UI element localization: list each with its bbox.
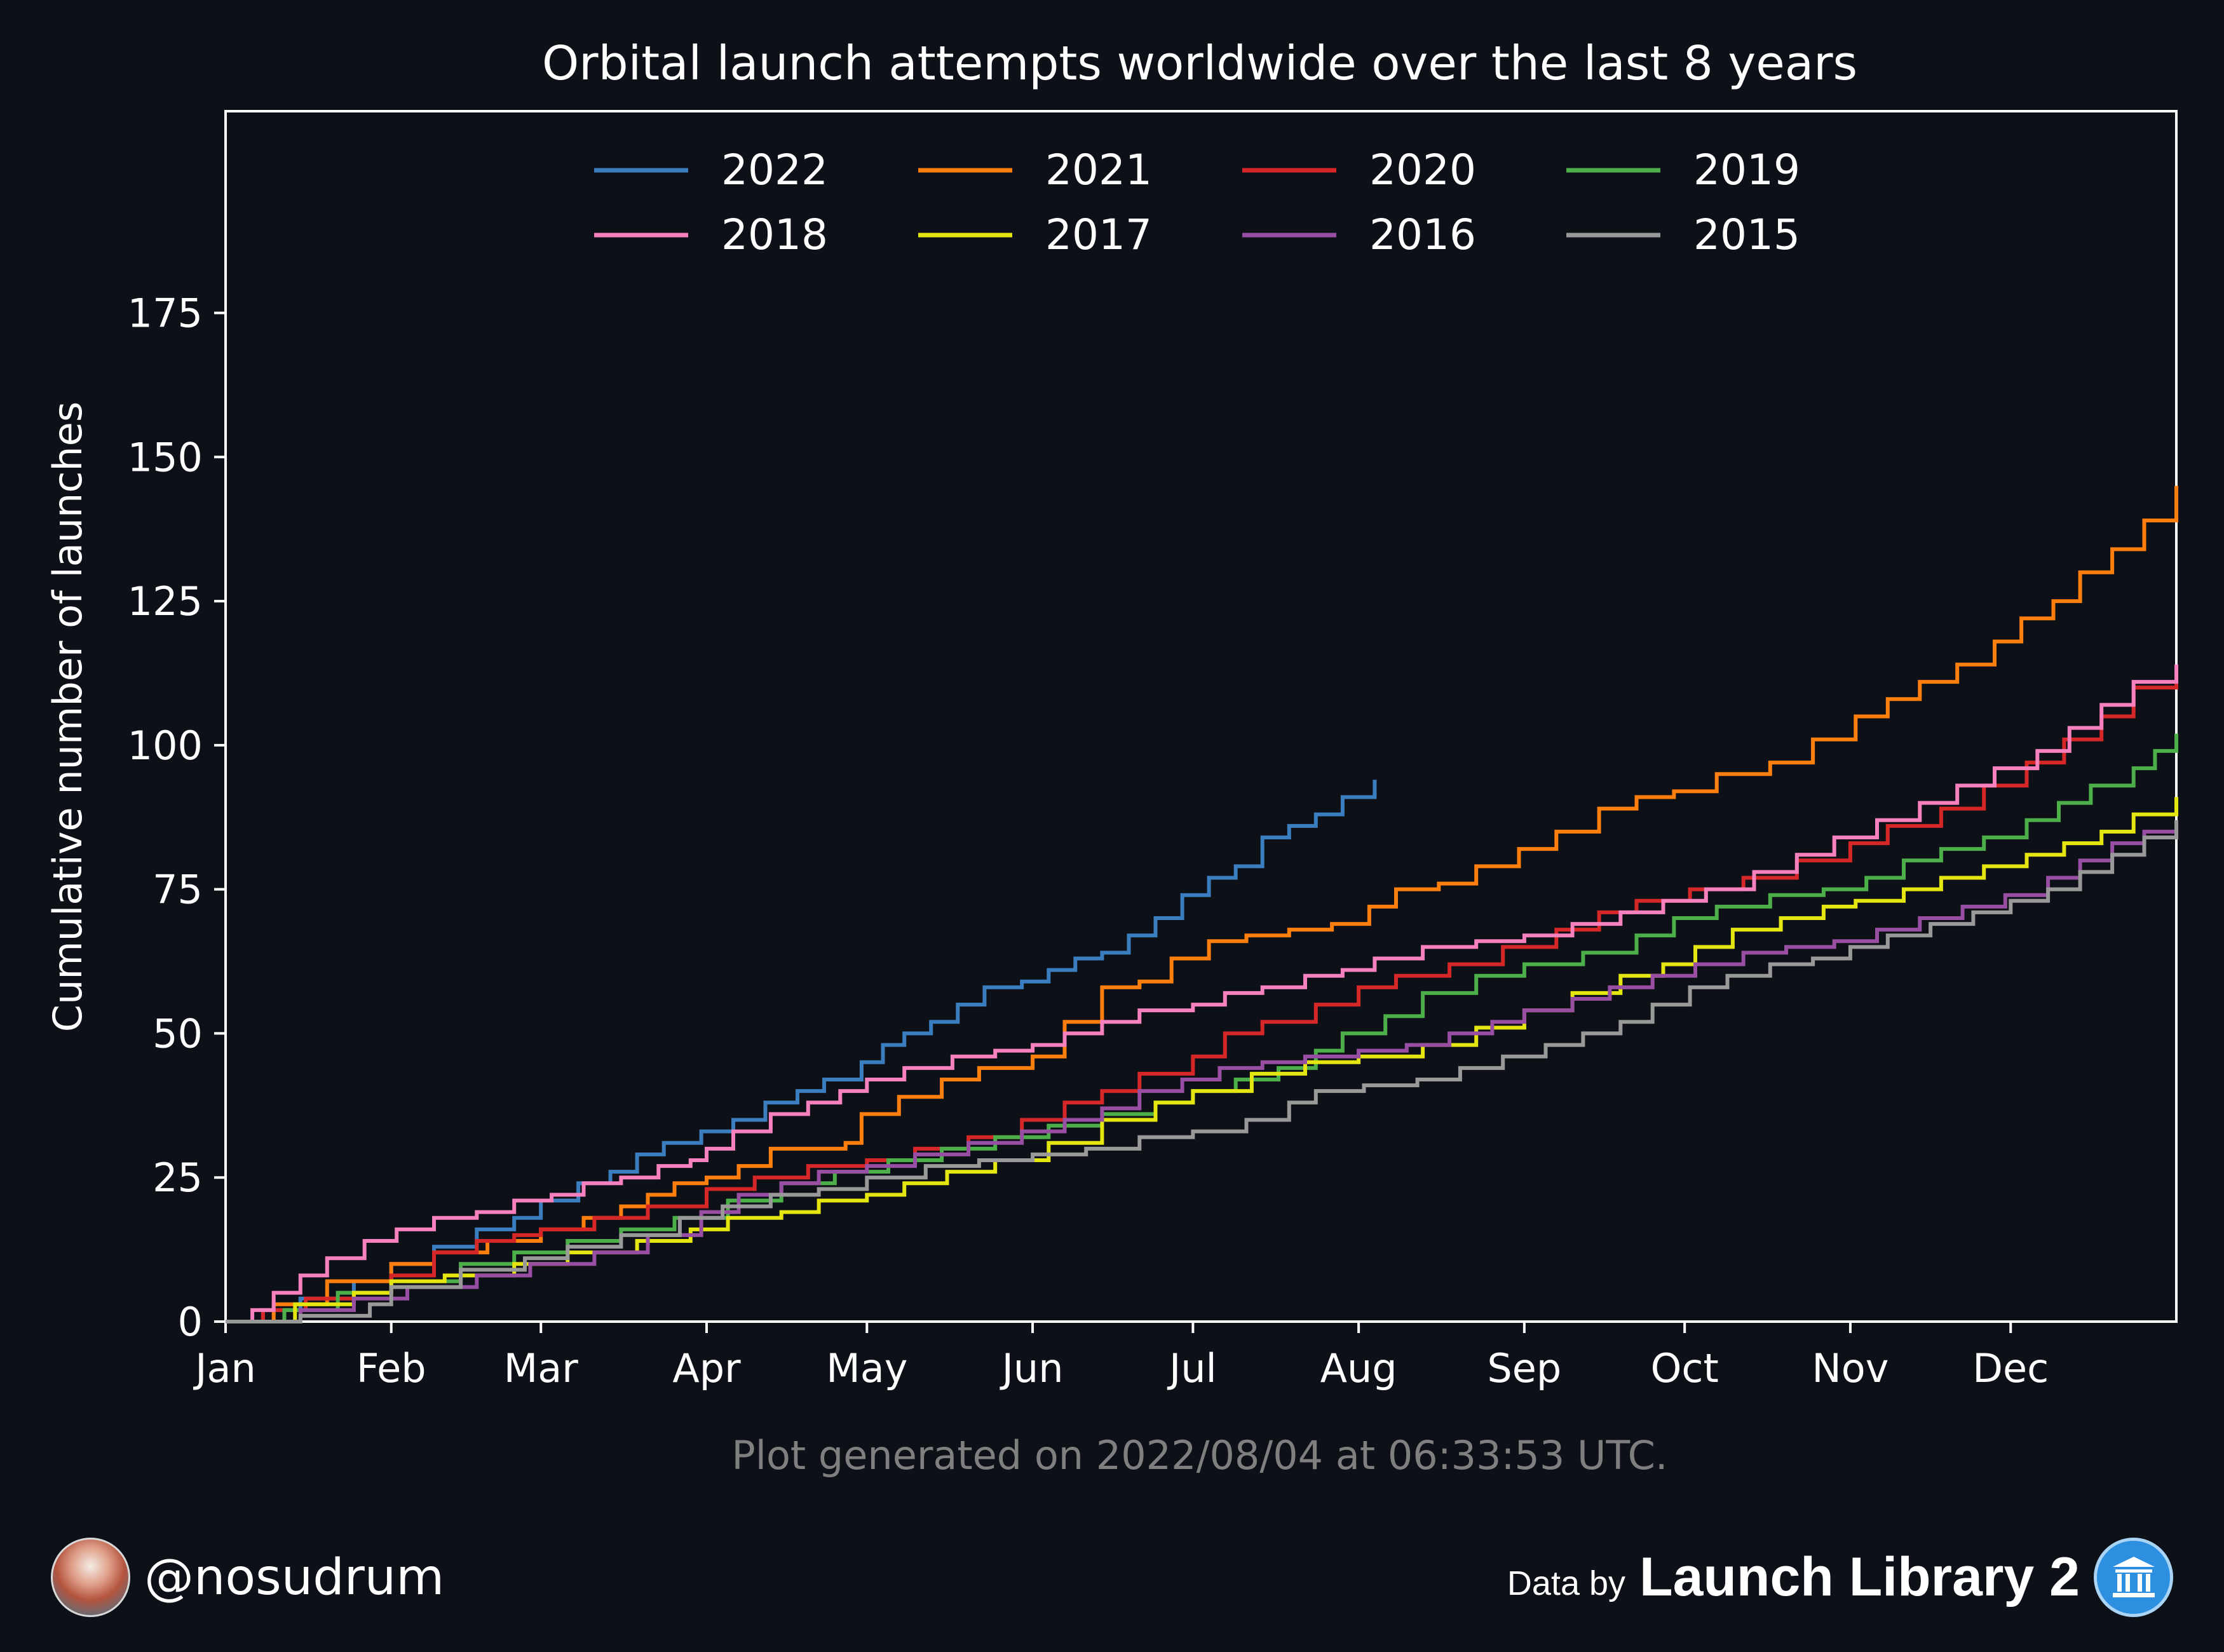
series-line-2017 xyxy=(226,797,2178,1324)
x-tick-label: Apr xyxy=(672,1345,741,1391)
y-tick-label: 175 xyxy=(128,290,203,337)
plot-area xyxy=(224,110,2178,1323)
library-icon xyxy=(2094,1538,2173,1617)
x-tick-label: Sep xyxy=(1487,1345,1561,1391)
source-block: Data by Launch Library 2 xyxy=(1507,1538,2173,1617)
series-line-2018 xyxy=(226,664,2178,1324)
series-line-2015 xyxy=(226,820,2178,1324)
legend-label-2020: 2020 xyxy=(1369,146,1476,194)
series-line-2019 xyxy=(226,733,2178,1324)
y-axis: 0 25 50 75 100 125 150 175 xyxy=(128,290,226,1345)
x-axis: Jan Feb Mar Apr May Jun Jul Aug Sep Oct Nov Dec xyxy=(193,1322,2049,1391)
author-handle: @nosudrum xyxy=(144,1548,445,1606)
x-tick-label: Oct xyxy=(1651,1345,1719,1391)
brand-name: Launch Library 2 xyxy=(1639,1547,2080,1608)
y-tick-label: 25 xyxy=(153,1154,203,1201)
y-axis-label: Cumulative number of launches xyxy=(44,402,91,1032)
x-tick-label: Dec xyxy=(1972,1345,2049,1391)
x-tick-label: Nov xyxy=(1812,1345,1888,1391)
legend-label-2021: 2021 xyxy=(1045,146,1152,194)
y-tick-label: 50 xyxy=(153,1010,203,1057)
y-tick-label: 100 xyxy=(128,722,203,769)
y-tick-label: 125 xyxy=(128,578,203,625)
x-tick-label: Jul xyxy=(1167,1345,1217,1391)
x-tick-label: Mar xyxy=(504,1345,578,1391)
y-tick-label: 150 xyxy=(128,434,203,480)
data-by-label: Data by xyxy=(1507,1564,1626,1602)
avatar xyxy=(51,1538,130,1617)
generated-note: Plot generated on 2022/08/04 at 06:33:53… xyxy=(731,1432,1667,1479)
legend-label-2022: 2022 xyxy=(721,146,828,194)
legend-label-2019: 2019 xyxy=(1693,146,1800,194)
x-tick-label: Jun xyxy=(1000,1345,1064,1391)
series-lines xyxy=(226,485,2178,1324)
y-tick-label: 0 xyxy=(178,1299,203,1345)
x-tick-label: Feb xyxy=(356,1345,426,1391)
chart-title: Orbital launch attempts worldwide over t… xyxy=(542,36,1857,91)
legend-label-2016: 2016 xyxy=(1369,210,1476,259)
x-tick-label: May xyxy=(826,1345,907,1391)
series-line-2021 xyxy=(226,485,2178,1324)
author-block: @nosudrum xyxy=(51,1538,444,1617)
x-tick-label: Jan xyxy=(193,1345,256,1391)
legend-label-2018: 2018 xyxy=(721,210,828,259)
y-tick-label: 75 xyxy=(153,867,203,913)
legend-label-2017: 2017 xyxy=(1045,210,1152,259)
series-line-2020 xyxy=(226,670,2178,1324)
series-line-2022 xyxy=(226,780,1377,1324)
x-tick-label: Aug xyxy=(1320,1345,1397,1391)
legend-label-2015: 2015 xyxy=(1693,210,1800,259)
legend: 2022 2021 2020 2019 2018 2017 2016 2015 xyxy=(594,146,1800,259)
